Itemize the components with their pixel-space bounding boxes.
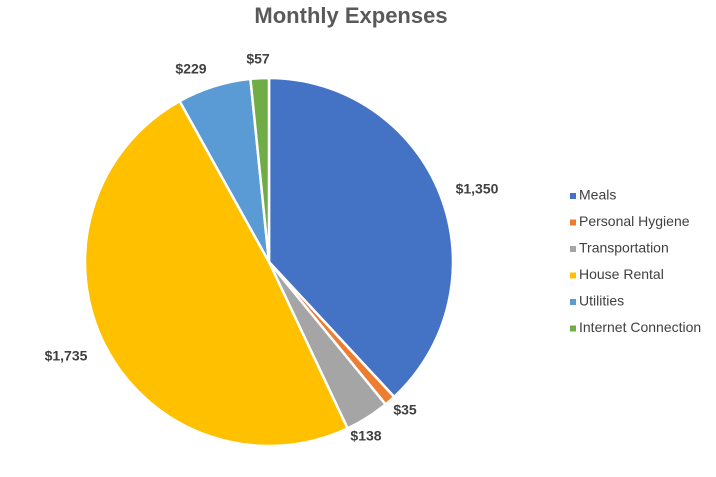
data-label-house-rental: $1,735: [45, 348, 88, 364]
legend: Meals Personal Hygiene Transportation House…: [570, 187, 701, 335]
data-label-internet-connection: $57: [246, 51, 270, 67]
legend-label-personal-hygiene: Personal Hygiene: [579, 213, 690, 229]
legend-label-utilities: Utilities: [579, 293, 624, 309]
legend-label-transportation: Transportation: [579, 240, 669, 256]
data-labels: $1,350 $35 $138 $1,735 $229 $57: [45, 51, 499, 444]
data-label-transportation: $138: [350, 428, 381, 444]
pie-slice-internet-connection: [249, 76, 271, 264]
legend-swatch-personal-hygiene: [570, 219, 576, 226]
legend-swatch-internet-connection: [570, 325, 576, 332]
legend-swatch-utilities: [570, 299, 576, 305]
pie-slice-house-rental: [83, 99, 349, 448]
data-label-meals: $1,350: [456, 181, 499, 197]
data-label-utilities: $229: [175, 61, 206, 77]
legend-label-meals: Meals: [579, 187, 616, 203]
legend-swatch-transportation: [570, 246, 576, 252]
legend-label-internet-connection: Internet Connection: [579, 319, 701, 335]
legend-swatch-meals: [570, 193, 576, 199]
pie-slices: [83, 76, 455, 448]
legend-swatch-house-rental: [570, 272, 576, 279]
pie-slice-meals: [267, 76, 455, 399]
chart-title: Monthly Expenses: [254, 3, 447, 28]
legend-label-house-rental: House Rental: [579, 266, 664, 282]
data-label-personal-hygiene: $35: [393, 402, 417, 418]
